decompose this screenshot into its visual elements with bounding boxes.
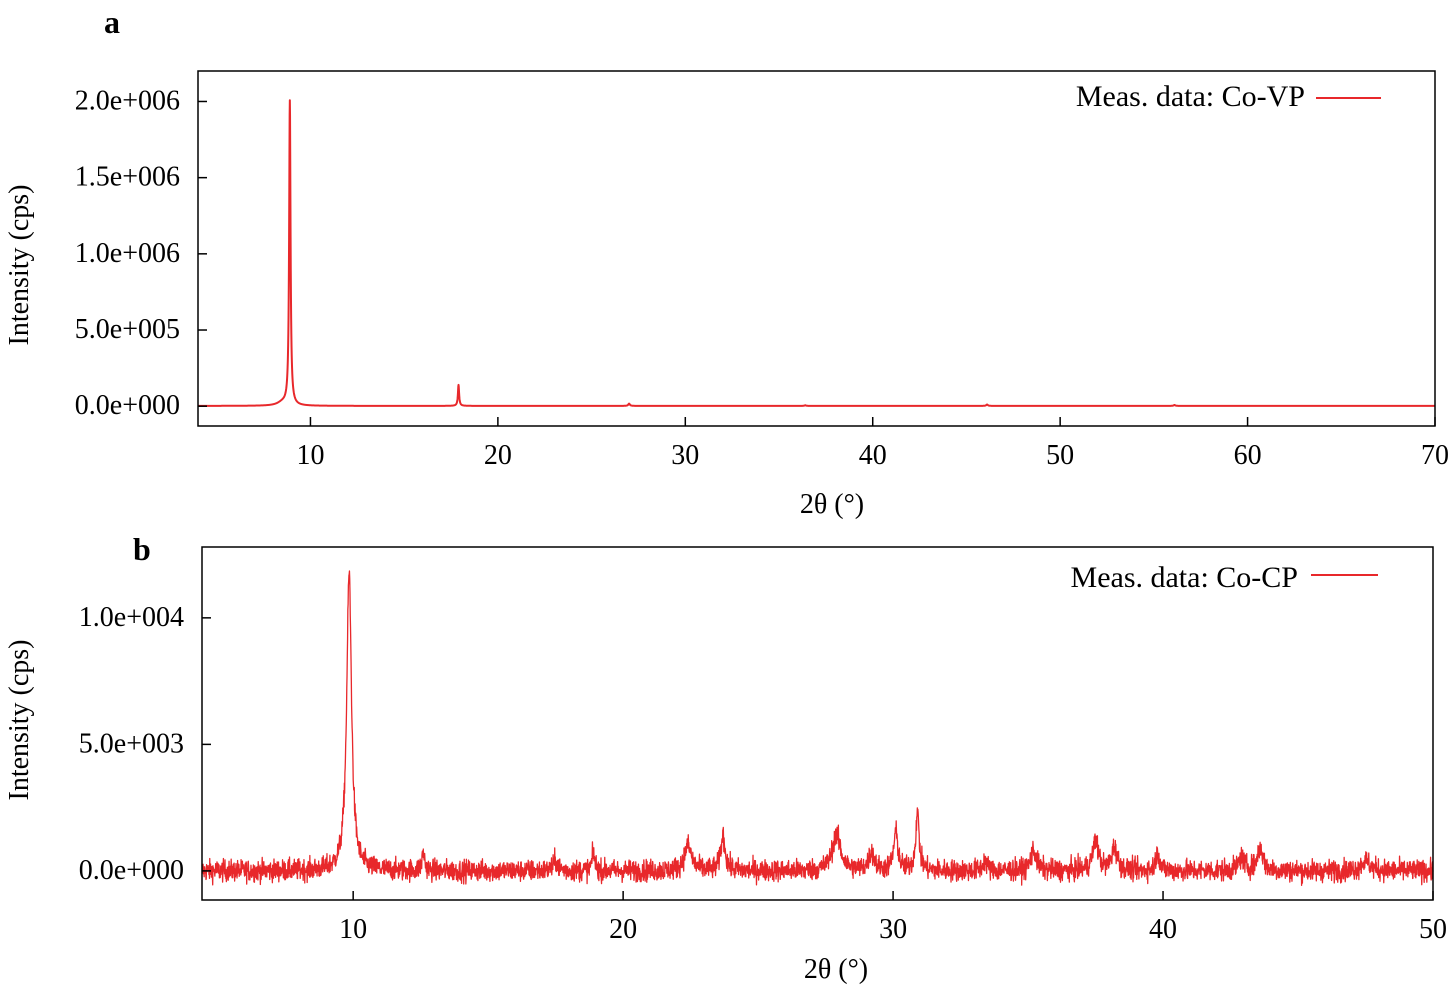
panel-a-xlabel: 2θ (°): [800, 489, 864, 520]
panel-b-legend-label: Meas. data: Co-CP: [1071, 561, 1298, 594]
panel-a-xtick-label: 60: [1234, 440, 1262, 471]
panel-b-legend: Meas. data: Co-CP: [1071, 561, 1378, 594]
panel-a-series: [197, 99, 1436, 407]
panel-b-xtick-label: 50: [1419, 914, 1447, 945]
panel-b-ytick-label: 5.0e+003: [79, 728, 184, 759]
panel-a-ticks: 10 20 30 40 50 60 70 0.0e+000 5.0e+005 1.0e+006 1.…: [75, 85, 1449, 471]
panel-b-ytick-label: 0.0e+000: [79, 855, 184, 886]
panel-b-xtick-label: 30: [879, 914, 907, 945]
panel-a-ylabel: Intensity (cps): [4, 185, 35, 346]
panel-a-xtick-label: 20: [484, 440, 512, 471]
panel-b-ylabel: Intensity (cps): [4, 640, 35, 801]
panel-b-plot-frame: [201, 546, 1434, 901]
panel-a-series-line: [197, 99, 1436, 407]
panel-a-plot-frame: [197, 70, 1436, 427]
panel-b-series: [201, 570, 1434, 886]
panel-b-ytick-label: 1.0e+004: [79, 602, 184, 633]
panel-a-letter: a: [104, 4, 120, 40]
panel-a-ytick-label: 2.0e+006: [75, 85, 180, 116]
panel-a-xtick-label: 10: [296, 440, 324, 471]
panel-a-xtick-label: 50: [1046, 440, 1074, 471]
panel-b: b Intensity (cps) 2θ (°) 10 20 30 40 50 0.0e+…: [4, 531, 1447, 985]
panel-b-xtick-label: 40: [1149, 914, 1177, 945]
panel-a-legend: Meas. data: Co-VP: [1076, 80, 1381, 113]
panel-a-xtick-label: 70: [1421, 440, 1449, 471]
panel-a-ytick-label: 0.0e+000: [75, 390, 180, 421]
panel-a-xtick-label: 40: [859, 440, 887, 471]
panel-a-ytick-label: 5.0e+005: [75, 314, 180, 345]
panel-b-letter: b: [133, 531, 151, 567]
panel-a-ytick-label: 1.0e+006: [75, 238, 180, 269]
panel-b-ticks: 10 20 30 40 50 0.0e+000 5.0e+003 1.0e+004: [79, 602, 1447, 945]
panel-b-xtick-label: 10: [339, 914, 367, 945]
panel-b-xtick-label: 20: [609, 914, 637, 945]
panel-b-xlabel: 2θ (°): [804, 954, 868, 985]
panel-a: a Intensity (cps) 2θ (°) 10 20 30 40 50 60 70 0…: [4, 4, 1449, 520]
panel-a-legend-label: Meas. data: Co-VP: [1076, 80, 1305, 113]
panel-b-series-line: [201, 570, 1434, 886]
panel-a-xtick-label: 30: [671, 440, 699, 471]
panel-a-ytick-label: 1.5e+006: [75, 162, 180, 193]
